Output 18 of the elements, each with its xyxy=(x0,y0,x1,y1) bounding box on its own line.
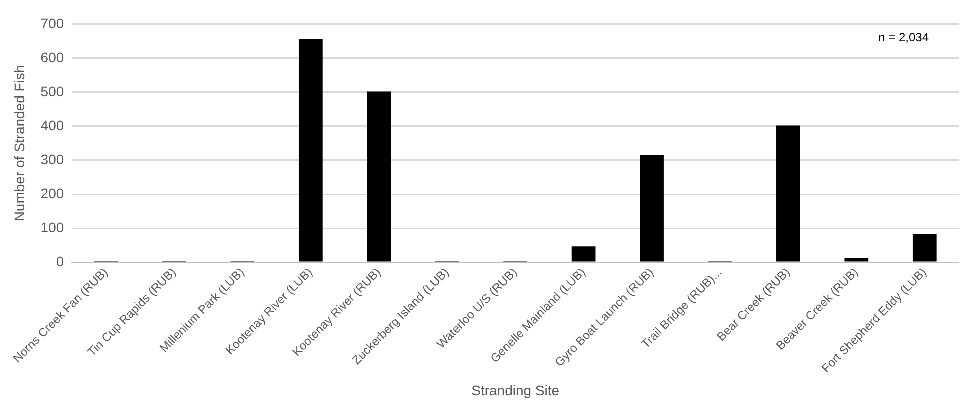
bar xyxy=(640,155,664,262)
y-tick-label: 100 xyxy=(40,219,64,236)
y-tick-label: 700 xyxy=(40,15,64,32)
y-tick-label: 600 xyxy=(40,49,64,66)
y-tick-label: 400 xyxy=(40,117,64,134)
bar xyxy=(912,234,937,262)
bar xyxy=(572,246,596,262)
bar xyxy=(298,39,323,262)
y-tick-label: 200 xyxy=(40,185,64,202)
y-tick-label: 500 xyxy=(40,83,64,100)
bar xyxy=(367,92,392,262)
y-tick-label: 300 xyxy=(40,151,64,168)
bar xyxy=(776,126,800,262)
y-axis-title: Number of Stranded Fish xyxy=(11,65,28,222)
x-axis-title: Stranding Site xyxy=(472,382,560,398)
annotation: n = 2,034 xyxy=(878,30,930,45)
y-tick-label: 0 xyxy=(56,253,64,270)
bar xyxy=(844,258,869,262)
